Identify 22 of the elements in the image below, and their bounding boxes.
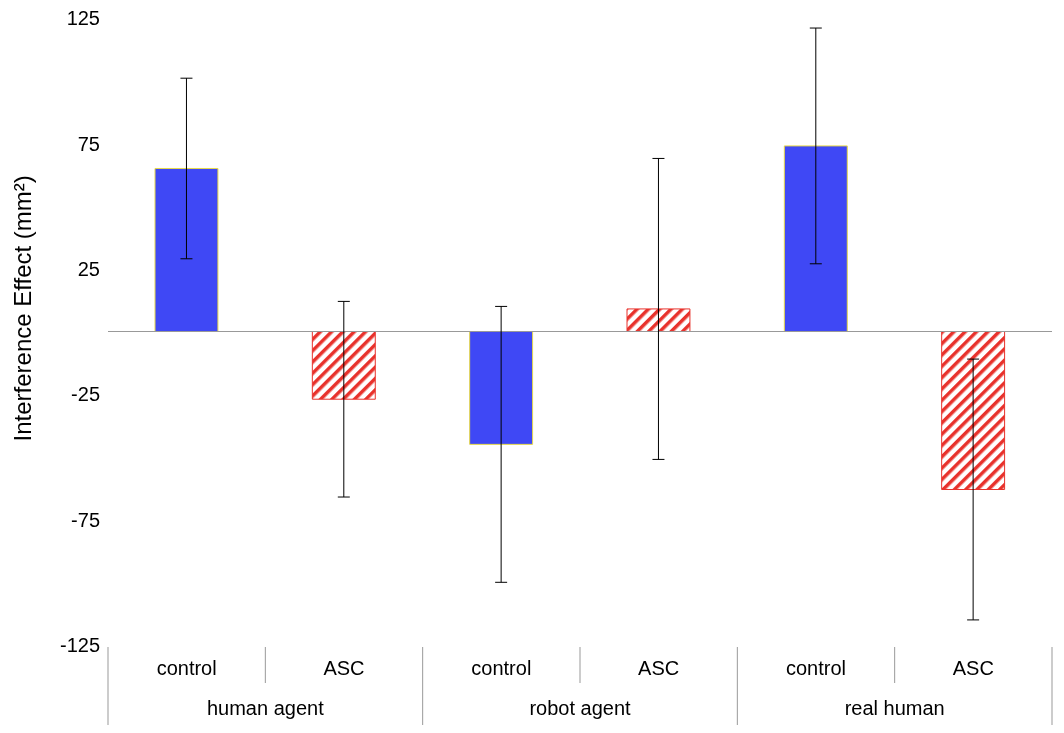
y-tick-label: 75 bbox=[77, 132, 100, 155]
x-tick-label: control bbox=[156, 657, 217, 679]
bar bbox=[154, 167, 219, 332]
x-tick-label: ASC bbox=[952, 657, 994, 679]
x-tick-label: ASC bbox=[638, 657, 680, 679]
x-tick-label: ASC bbox=[323, 657, 365, 679]
text: human agent bbox=[206, 697, 325, 719]
y-tick-label: -75 bbox=[71, 508, 100, 531]
y-tick-label: 25 bbox=[77, 257, 100, 280]
y-tick-label: -125 bbox=[59, 634, 100, 657]
y-axis-title: Interference Effect (mm²) bbox=[8, 175, 36, 442]
x-tick-label: control bbox=[785, 657, 847, 679]
text: real human bbox=[844, 697, 945, 719]
bar bbox=[469, 331, 534, 445]
bar bbox=[311, 331, 376, 400]
bar bbox=[783, 145, 848, 332]
y-tick-label: 125 bbox=[66, 7, 100, 30]
y-tick-label: -25 bbox=[71, 383, 100, 406]
bar bbox=[941, 331, 1006, 490]
x-tick-label: control bbox=[471, 657, 532, 679]
bar bbox=[626, 308, 691, 332]
text: robot agent bbox=[529, 697, 632, 719]
